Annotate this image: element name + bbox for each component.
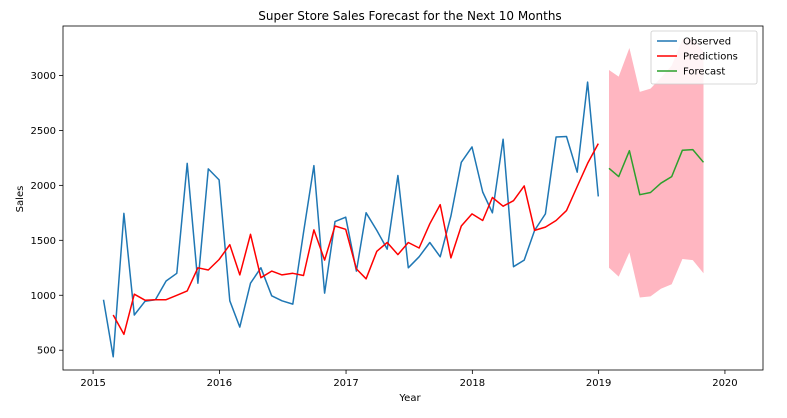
y-tick-label: 500: [37, 346, 56, 357]
y-tick-label: 1500: [31, 236, 56, 247]
plot-area-frame: [62, 25, 764, 371]
forecast-confidence-band: [609, 39, 704, 298]
y-tick-label: 2000: [31, 181, 56, 192]
observed-series-line: [102, 81, 600, 358]
series-lines-layer: [102, 81, 705, 358]
x-tick-label: 2015: [80, 378, 105, 389]
y-tick-label: 1000: [31, 291, 56, 302]
confidence-band-layer: [609, 39, 704, 298]
y-tick-label: 3000: [31, 71, 56, 82]
y-tick-label: 2500: [31, 126, 56, 137]
legend-label-observed: Observed: [683, 37, 731, 48]
ticks-layer: 2015 2016 2017 2018 2019 2020 500 1000 1500 2000 2…: [31, 71, 738, 389]
legend-box: [650, 30, 758, 85]
y-axis-label: Sales: [15, 186, 26, 213]
forecast-series-line: [608, 148, 705, 196]
x-tick-label: 2020: [712, 378, 737, 389]
x-tick-label: 2017: [333, 378, 358, 389]
x-tick-label: 2019: [586, 378, 611, 389]
legend: Observed Predictions Forecast: [650, 30, 758, 85]
x-axis-label: Year: [398, 393, 421, 404]
x-tick-label: 2018: [460, 378, 485, 389]
legend-label-forecast: Forecast: [683, 67, 725, 78]
x-tick-label: 2016: [207, 378, 232, 389]
chart-title: Super Store Sales Forecast for the Next …: [258, 9, 561, 23]
legend-label-predictions: Predictions: [683, 52, 738, 63]
predictions-series-line: [112, 143, 599, 336]
axes-layer: [62, 25, 764, 371]
